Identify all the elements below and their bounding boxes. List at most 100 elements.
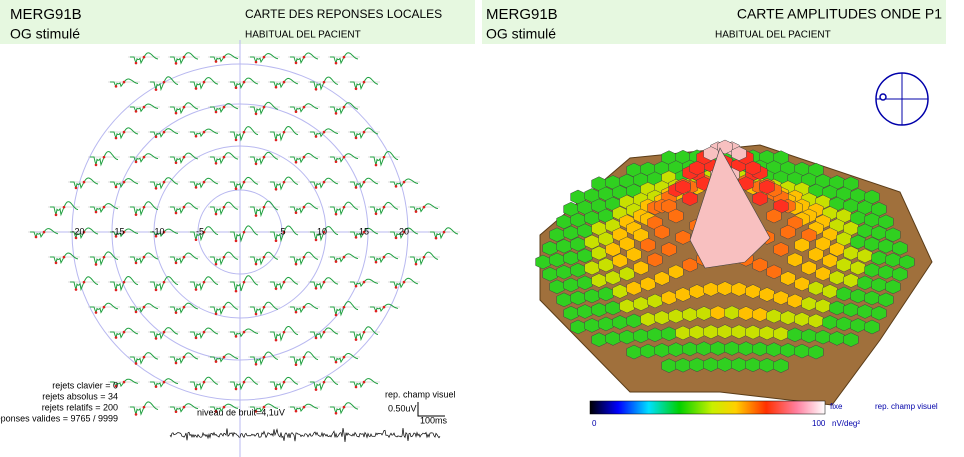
peak-dot [154,337,158,340]
peak-dot [134,310,138,314]
peak-dot [114,336,118,339]
amplitude-map [535,139,933,406]
peak-dot [394,286,398,289]
surface-cell [752,191,768,206]
surface-cell [752,307,768,322]
peak-dot [414,210,418,213]
surface-cell [745,160,761,176]
surface-cell [857,304,873,319]
surface-cell [773,290,789,306]
peak-dot [322,380,326,384]
peak-dot [114,85,118,88]
peak-dot [214,110,218,114]
peak-dot [134,61,138,65]
peak-dot [394,185,398,188]
peak-dot [222,255,226,259]
surface-cell [850,318,866,333]
right-header [482,0,946,44]
peak-dot [314,287,318,290]
peak-dot [222,305,226,309]
patient: MERG91B [10,6,82,23]
peak-dot [222,205,226,209]
peak-dot [74,288,78,291]
peak-dot [342,255,346,259]
peak-dot [94,263,98,266]
peak-dot [202,80,206,84]
peak-dot [354,87,358,91]
peak-dot [302,205,306,209]
surface-cell [787,327,803,343]
peak-dot [214,409,218,413]
surface-cell [745,324,761,340]
surface-cell [689,160,705,176]
peak-dot [174,410,178,414]
peak-dot [262,155,266,159]
surface-cell [857,223,873,239]
peak-dot [294,211,298,214]
peak-dot [94,163,98,167]
surface-cell [668,208,684,224]
peak-dot [234,138,238,142]
surface-cell [885,227,901,243]
peak-dot [114,185,118,189]
peak-dot [362,280,366,284]
surface-cell [871,305,887,321]
peak-dot [374,309,378,313]
peak-dot [222,355,226,359]
surface-cell [780,224,796,240]
peak-dot [114,288,118,292]
axis-label: 15 [359,226,369,236]
peak-dot [242,180,246,184]
peak-dot [314,186,318,189]
surface-cell [675,179,691,195]
peak-dot [42,230,46,234]
peak-dot [294,61,298,65]
peak-dot [182,355,186,359]
axis-label: 10 [317,226,327,236]
peak-dot [102,305,106,309]
surface-cell [829,270,845,285]
peak-dot [154,234,158,238]
peak-dot [162,380,166,384]
scale-time: 100ms [420,415,448,425]
peak-dot [202,380,206,384]
peak-dot [262,105,266,109]
peak-dot [194,134,198,138]
surface-cell [759,325,775,341]
peak-dot [362,180,366,184]
peak-dot [354,186,358,189]
peak-dot [214,212,218,216]
peak-dot [254,410,258,413]
surface-cell [808,280,824,296]
peak-dot [374,163,378,167]
peak-dot [174,261,178,265]
peak-dot [122,230,126,234]
peak-dot [74,236,78,240]
peak-dot [434,236,438,240]
peak-dot [214,262,218,266]
peak-dot [54,261,58,265]
surface-cell [836,316,852,332]
peak-dot [154,186,158,190]
peak-dot [122,330,126,334]
stat: rejets relatifs = 200 [42,402,118,412]
axis-label: 5 [280,226,285,236]
axis-label: -15 [111,226,124,236]
peak-dot [382,305,386,309]
surface-cell [654,224,670,240]
peak-dot [134,362,138,365]
peak-dot [202,280,206,284]
surface-cell [766,308,782,324]
peak-dot [174,161,178,165]
peak-dot [262,205,266,209]
surface-cell [801,296,817,311]
surface-cell [878,214,894,230]
surface-cell [717,281,733,296]
peak-dot [162,130,166,134]
eye: OG stimulé [486,26,556,42]
peak-dot [194,87,198,90]
peak-dot [214,60,218,63]
peak-dot [194,387,198,391]
surface-cell [815,298,831,314]
peak-dot [354,136,358,140]
